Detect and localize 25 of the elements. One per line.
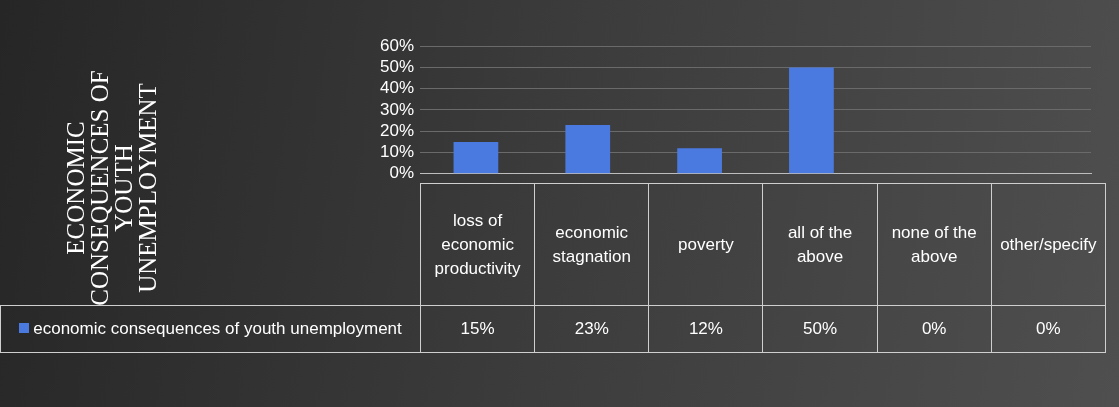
text: ECONOMIC CONSEQUENCES OF YOUTH UNEMPLOYMENT (62, 70, 161, 306)
data-label: 50% (762, 305, 878, 353)
data-label: 0% (991, 305, 1106, 353)
y-tick-label: 50% (379, 57, 414, 77)
data-label: 0% (877, 305, 992, 353)
y-tick-label: 30% (379, 99, 414, 119)
y-tick-label: 0% (389, 163, 414, 183)
bar (565, 124, 611, 174)
data-label: 12% (648, 305, 763, 353)
bar (789, 67, 834, 174)
y-tick-label: 10% (379, 142, 414, 162)
x-tick-label: none of the above (877, 183, 992, 306)
x-tick-label: all of the above (762, 183, 878, 306)
legend-label: economic consequences of youth unemployment (0, 305, 421, 353)
bar (677, 148, 722, 174)
y-tick-label: 60% (379, 35, 414, 55)
y-tick-label: 20% (379, 120, 414, 140)
x-tick-label: economic stagnation (534, 183, 649, 306)
x-tick-label: other/specify (991, 183, 1106, 306)
x-tick-label: loss of economic productivity (420, 183, 535, 306)
y-tick-label: 40% (379, 78, 414, 98)
data-label: 23% (534, 305, 649, 353)
x-tick-label: poverty (648, 183, 763, 306)
bar (453, 141, 499, 174)
data-label: 15% (420, 305, 535, 353)
